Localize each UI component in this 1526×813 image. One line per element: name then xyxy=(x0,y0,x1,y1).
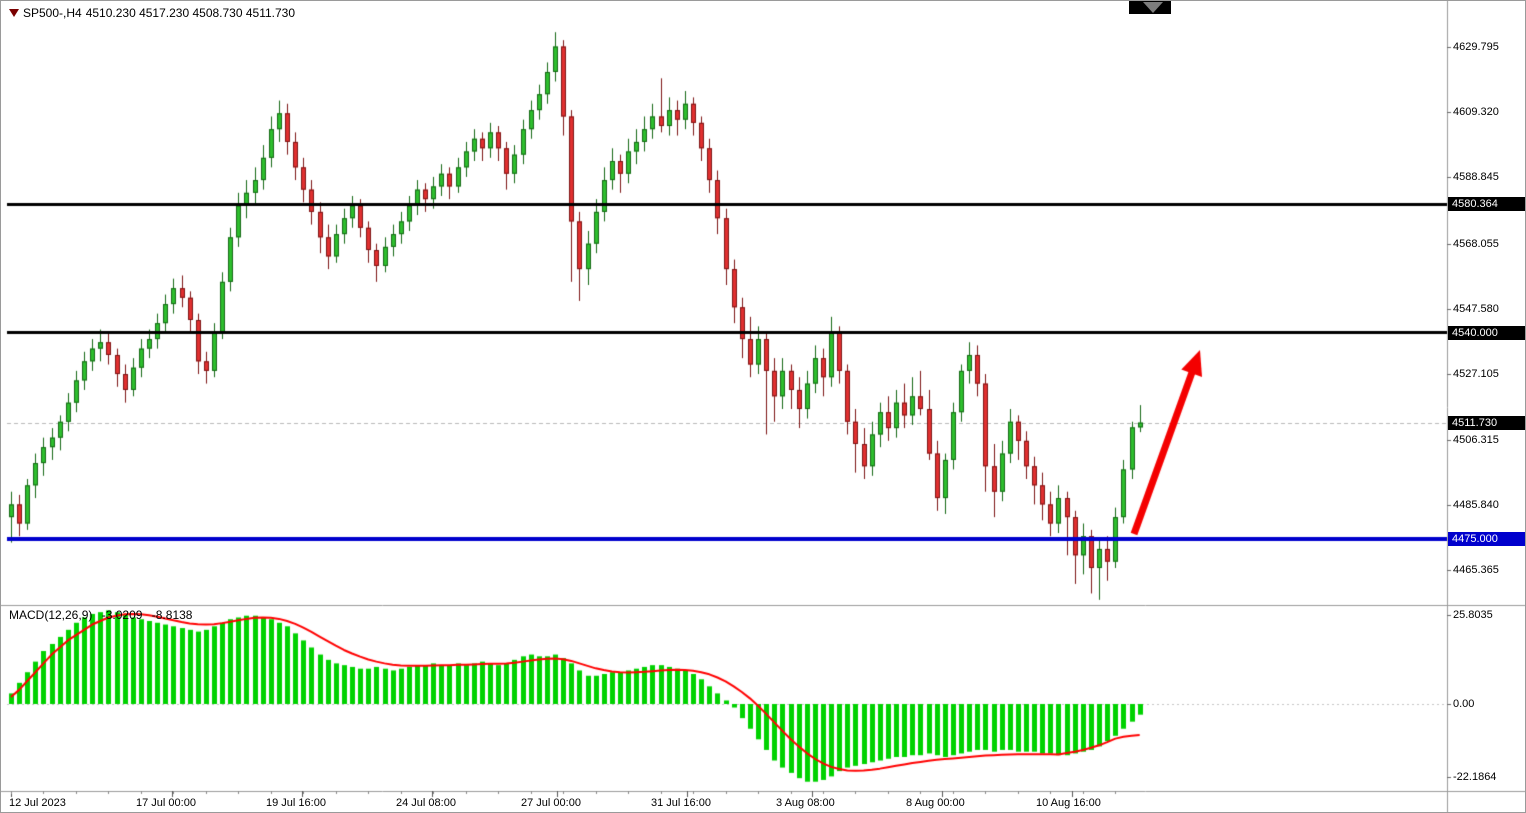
price-level-badge: 4580.364 xyxy=(1448,197,1525,212)
macd-tick-label: 25.8035 xyxy=(1453,609,1493,621)
price-tick-label: 4485.840 xyxy=(1453,498,1499,511)
macd-main-value: -3.0209 xyxy=(101,608,143,622)
price-level-badge: 4475.000 xyxy=(1448,532,1525,547)
macd-header: MACD(12,26,9) -3.0209 -8.8138 xyxy=(9,608,198,622)
time-axis-label: 31 Jul 16:00 xyxy=(651,797,711,809)
price-tick-label: 4568.055 xyxy=(1453,237,1499,250)
price-tick-label: 4547.580 xyxy=(1453,302,1499,315)
price-tick-label: 4588.845 xyxy=(1453,171,1499,184)
time-axis-label: 12 Jul 2023 xyxy=(9,797,66,809)
time-axis-label: 3 Aug 08:00 xyxy=(776,797,835,809)
macd-tick-label: 0.00 xyxy=(1453,698,1475,710)
price-axis[interactable]: 4629.795 4609.320 4588.845 4568.055 4547.580… xyxy=(1447,1,1525,812)
time-axis-label: 24 Jul 08:00 xyxy=(396,797,456,809)
price-tick-label: 4609.320 xyxy=(1453,106,1499,119)
chart-shift-marker-icon[interactable] xyxy=(1143,2,1163,13)
price-tick-label: 4465.365 xyxy=(1453,564,1499,577)
time-axis-label: 19 Jul 16:00 xyxy=(266,797,326,809)
ohlc-readout: 4510.230 4517.230 4508.730 4511.730 xyxy=(85,6,296,20)
macd-tick-label: -22.1864 xyxy=(1453,771,1497,783)
price-level-badge: 4511.730 xyxy=(1448,415,1525,430)
price-tick-label: 4527.105 xyxy=(1453,367,1499,380)
time-axis-label: 8 Aug 00:00 xyxy=(906,797,965,809)
macd-signal-value: -8.8138 xyxy=(151,608,193,622)
symbol-timeframe-label: SP500-,H4 xyxy=(23,6,82,20)
time-axis-label: 17 Jul 00:00 xyxy=(136,797,196,809)
time-axis-label: 10 Aug 16:00 xyxy=(1036,797,1101,809)
price-tick-label: 4629.795 xyxy=(1453,41,1499,54)
time-axis[interactable]: 12 Jul 2023 17 Jul 00:00 19 Jul 16:00 24 Ju… xyxy=(1,792,1447,812)
time-axis-label: 27 Jul 00:00 xyxy=(521,797,581,809)
chart-header: SP500-,H4 4510.230 4517.230 4508.730 451… xyxy=(9,6,295,20)
price-tick-label: 4506.315 xyxy=(1453,433,1499,446)
macd-indicator-label: MACD(12,26,9) xyxy=(9,608,93,622)
price-level-badge: 4540.000 xyxy=(1448,325,1525,340)
symbol-triangle-icon xyxy=(9,9,19,17)
